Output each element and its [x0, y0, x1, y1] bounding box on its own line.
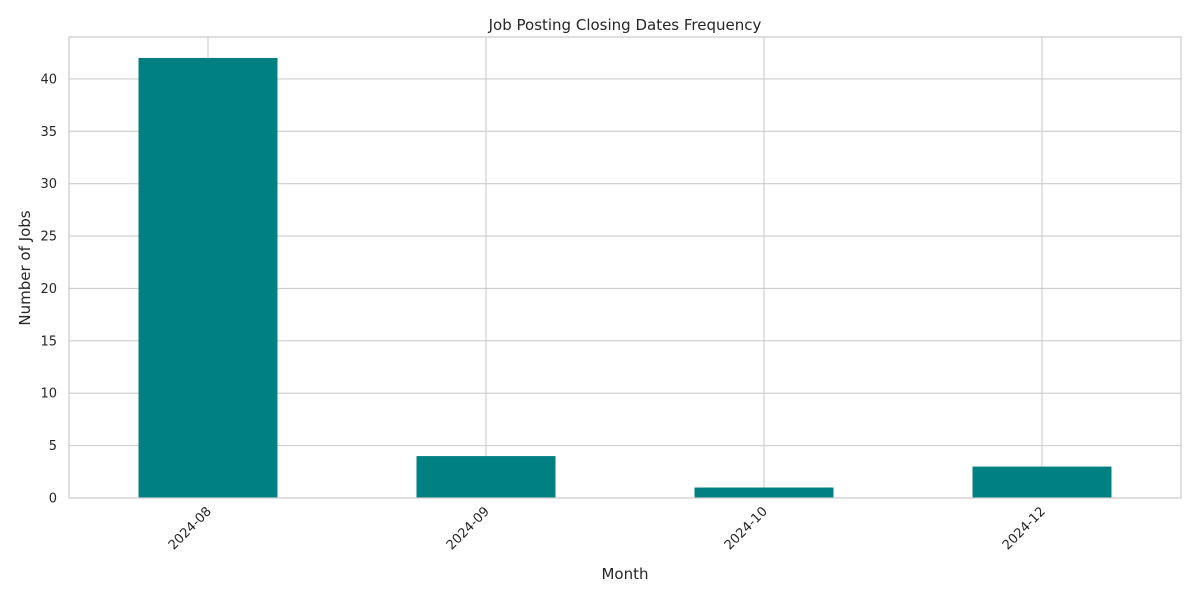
x-tick-label: 2024-12 — [1000, 504, 1049, 553]
bar-2024-08 — [138, 57, 278, 499]
y-tick-labels: 0 5 10 15 20 25 30 35 40 — [40, 72, 57, 506]
y-axis-title: Number of Jobs — [16, 210, 34, 325]
x-axis-title: Month — [601, 565, 648, 583]
y-tick-label: 10 — [40, 387, 57, 402]
y-tick-label: 35 — [40, 125, 57, 140]
x-tick-label: 2024-10 — [722, 504, 771, 553]
y-tick-label: 40 — [40, 72, 57, 87]
y-tick-label: 0 — [49, 492, 57, 507]
plot-frame — [68, 36, 1182, 499]
y-tick-label: 15 — [40, 334, 57, 349]
y-tick-label: 5 — [49, 439, 57, 454]
x-tick-label: 2024-08 — [166, 504, 215, 553]
y-tick-label: 25 — [40, 230, 57, 245]
chart-title: Job Posting Closing Dates Frequency — [488, 16, 762, 34]
x-tick-labels: 2024-08 2024-09 2024-10 2024-12 — [166, 504, 1049, 553]
y-tick-label: 20 — [40, 282, 57, 297]
y-tick-label: 30 — [40, 177, 57, 192]
x-tick-label: 2024-09 — [444, 504, 493, 553]
bar-2024-10 — [694, 487, 834, 498]
bar-layer — [138, 57, 1112, 499]
bar-2024-09 — [416, 456, 556, 498]
bar-2024-12 — [972, 466, 1112, 498]
